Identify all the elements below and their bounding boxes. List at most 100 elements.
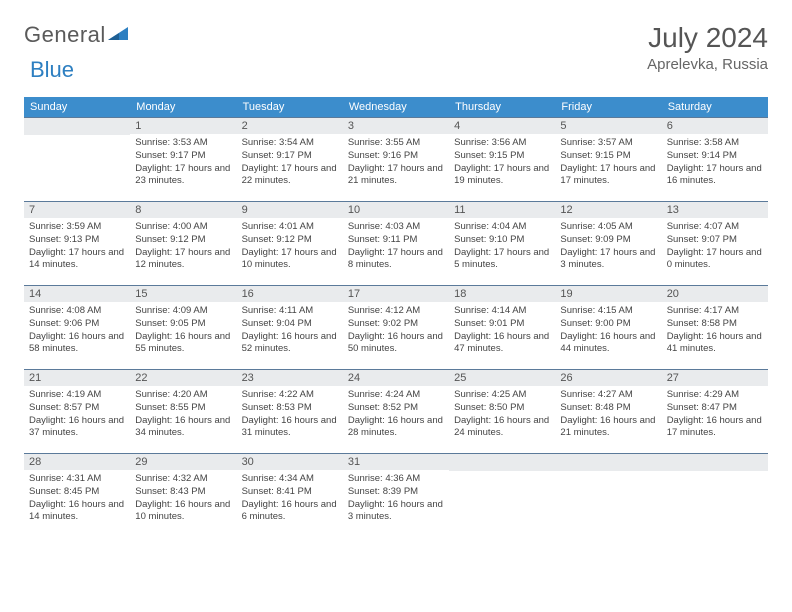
- sunset-line: Sunset: 9:15 PM: [454, 150, 550, 163]
- day-details: Sunrise: 4:32 AMSunset: 8:43 PMDaylight:…: [130, 470, 236, 527]
- day-number: 26: [555, 370, 661, 386]
- sunset-line: Sunset: 9:09 PM: [560, 234, 656, 247]
- sunset-line: Sunset: 9:01 PM: [454, 318, 550, 331]
- day-details: Sunrise: 4:36 AMSunset: 8:39 PMDaylight:…: [343, 470, 449, 527]
- logo: General: [24, 22, 129, 48]
- sunrise-line: Sunrise: 3:58 AM: [667, 137, 763, 150]
- sunrise-line: Sunrise: 4:15 AM: [560, 305, 656, 318]
- sunset-line: Sunset: 8:47 PM: [667, 402, 763, 415]
- calendar-day-cell: 7Sunrise: 3:59 AMSunset: 9:13 PMDaylight…: [24, 202, 130, 286]
- day-details: Sunrise: 4:07 AMSunset: 9:07 PMDaylight:…: [662, 218, 768, 275]
- day-number: 9: [237, 202, 343, 218]
- calendar-day-cell: 27Sunrise: 4:29 AMSunset: 8:47 PMDayligh…: [662, 370, 768, 454]
- sunrise-line: Sunrise: 4:14 AM: [454, 305, 550, 318]
- day-details: Sunrise: 3:59 AMSunset: 9:13 PMDaylight:…: [24, 218, 130, 275]
- day-number: 27: [662, 370, 768, 386]
- calendar-day-cell: 22Sunrise: 4:20 AMSunset: 8:55 PMDayligh…: [130, 370, 236, 454]
- sunset-line: Sunset: 9:17 PM: [242, 150, 338, 163]
- sunrise-line: Sunrise: 4:17 AM: [667, 305, 763, 318]
- day-details: Sunrise: 3:55 AMSunset: 9:16 PMDaylight:…: [343, 134, 449, 191]
- calendar-day-cell: 21Sunrise: 4:19 AMSunset: 8:57 PMDayligh…: [24, 370, 130, 454]
- day-number: 1: [130, 118, 236, 134]
- sunrise-line: Sunrise: 3:55 AM: [348, 137, 444, 150]
- calendar-week-row: 28Sunrise: 4:31 AMSunset: 8:45 PMDayligh…: [24, 454, 768, 538]
- calendar-day-cell: 29Sunrise: 4:32 AMSunset: 8:43 PMDayligh…: [130, 454, 236, 538]
- sunset-line: Sunset: 9:12 PM: [242, 234, 338, 247]
- calendar-day-cell: 15Sunrise: 4:09 AMSunset: 9:05 PMDayligh…: [130, 286, 236, 370]
- weekday-header: Saturday: [662, 97, 768, 118]
- day-number: 30: [237, 454, 343, 470]
- day-details: Sunrise: 4:24 AMSunset: 8:52 PMDaylight:…: [343, 386, 449, 443]
- day-number: 14: [24, 286, 130, 302]
- day-number: 6: [662, 118, 768, 134]
- day-number: 15: [130, 286, 236, 302]
- empty-day-header: [555, 454, 661, 471]
- sunset-line: Sunset: 9:14 PM: [667, 150, 763, 163]
- daylight-line: Daylight: 16 hours and 55 minutes.: [135, 331, 231, 357]
- weekday-header: Monday: [130, 97, 236, 118]
- calendar-day-cell: 26Sunrise: 4:27 AMSunset: 8:48 PMDayligh…: [555, 370, 661, 454]
- sunrise-line: Sunrise: 4:09 AM: [135, 305, 231, 318]
- day-details: Sunrise: 3:56 AMSunset: 9:15 PMDaylight:…: [449, 134, 555, 191]
- sunrise-line: Sunrise: 4:36 AM: [348, 473, 444, 486]
- calendar-day-cell: 8Sunrise: 4:00 AMSunset: 9:12 PMDaylight…: [130, 202, 236, 286]
- day-details: Sunrise: 4:17 AMSunset: 8:58 PMDaylight:…: [662, 302, 768, 359]
- day-number: 16: [237, 286, 343, 302]
- day-details: Sunrise: 4:22 AMSunset: 8:53 PMDaylight:…: [237, 386, 343, 443]
- calendar-day-cell: 3Sunrise: 3:55 AMSunset: 9:16 PMDaylight…: [343, 118, 449, 202]
- sunset-line: Sunset: 9:13 PM: [29, 234, 125, 247]
- daylight-line: Daylight: 16 hours and 6 minutes.: [242, 499, 338, 525]
- calendar-day-cell: [662, 454, 768, 538]
- day-number: 23: [237, 370, 343, 386]
- sunrise-line: Sunrise: 3:53 AM: [135, 137, 231, 150]
- sunset-line: Sunset: 8:58 PM: [667, 318, 763, 331]
- logo-word2: Blue: [30, 57, 74, 82]
- daylight-line: Daylight: 17 hours and 10 minutes.: [242, 247, 338, 273]
- sunset-line: Sunset: 8:52 PM: [348, 402, 444, 415]
- daylight-line: Daylight: 16 hours and 52 minutes.: [242, 331, 338, 357]
- calendar-week-row: 7Sunrise: 3:59 AMSunset: 9:13 PMDaylight…: [24, 202, 768, 286]
- daylight-line: Daylight: 16 hours and 41 minutes.: [667, 331, 763, 357]
- daylight-line: Daylight: 17 hours and 5 minutes.: [454, 247, 550, 273]
- sunset-line: Sunset: 8:50 PM: [454, 402, 550, 415]
- sunset-line: Sunset: 9:07 PM: [667, 234, 763, 247]
- calendar-day-cell: 5Sunrise: 3:57 AMSunset: 9:15 PMDaylight…: [555, 118, 661, 202]
- day-number: 19: [555, 286, 661, 302]
- sunrise-line: Sunrise: 4:08 AM: [29, 305, 125, 318]
- daylight-line: Daylight: 17 hours and 3 minutes.: [560, 247, 656, 273]
- calendar-day-cell: 1Sunrise: 3:53 AMSunset: 9:17 PMDaylight…: [130, 118, 236, 202]
- sunrise-line: Sunrise: 4:12 AM: [348, 305, 444, 318]
- day-details: Sunrise: 4:15 AMSunset: 9:00 PMDaylight:…: [555, 302, 661, 359]
- day-details: Sunrise: 4:25 AMSunset: 8:50 PMDaylight:…: [449, 386, 555, 443]
- daylight-line: Daylight: 17 hours and 0 minutes.: [667, 247, 763, 273]
- sunset-line: Sunset: 9:00 PM: [560, 318, 656, 331]
- sunset-line: Sunset: 9:16 PM: [348, 150, 444, 163]
- day-details: Sunrise: 4:19 AMSunset: 8:57 PMDaylight:…: [24, 386, 130, 443]
- weekday-header: Tuesday: [237, 97, 343, 118]
- day-number: 7: [24, 202, 130, 218]
- sunset-line: Sunset: 9:15 PM: [560, 150, 656, 163]
- sunset-line: Sunset: 9:04 PM: [242, 318, 338, 331]
- day-details: Sunrise: 4:27 AMSunset: 8:48 PMDaylight:…: [555, 386, 661, 443]
- empty-day-header: [449, 454, 555, 471]
- sunset-line: Sunset: 9:17 PM: [135, 150, 231, 163]
- day-details: Sunrise: 4:03 AMSunset: 9:11 PMDaylight:…: [343, 218, 449, 275]
- daylight-line: Daylight: 17 hours and 22 minutes.: [242, 163, 338, 189]
- sunset-line: Sunset: 8:57 PM: [29, 402, 125, 415]
- sunset-line: Sunset: 9:12 PM: [135, 234, 231, 247]
- weekday-header: Sunday: [24, 97, 130, 118]
- day-details: Sunrise: 4:12 AMSunset: 9:02 PMDaylight:…: [343, 302, 449, 359]
- day-details: Sunrise: 4:04 AMSunset: 9:10 PMDaylight:…: [449, 218, 555, 275]
- sunset-line: Sunset: 8:48 PM: [560, 402, 656, 415]
- daylight-line: Daylight: 17 hours and 19 minutes.: [454, 163, 550, 189]
- sunset-line: Sunset: 9:10 PM: [454, 234, 550, 247]
- day-number: 25: [449, 370, 555, 386]
- calendar-day-cell: 4Sunrise: 3:56 AMSunset: 9:15 PMDaylight…: [449, 118, 555, 202]
- calendar-week-row: 14Sunrise: 4:08 AMSunset: 9:06 PMDayligh…: [24, 286, 768, 370]
- day-number: 17: [343, 286, 449, 302]
- calendar-day-cell: 10Sunrise: 4:03 AMSunset: 9:11 PMDayligh…: [343, 202, 449, 286]
- sunset-line: Sunset: 8:55 PM: [135, 402, 231, 415]
- day-details: Sunrise: 4:09 AMSunset: 9:05 PMDaylight:…: [130, 302, 236, 359]
- sunrise-line: Sunrise: 4:05 AM: [560, 221, 656, 234]
- sunrise-line: Sunrise: 4:03 AM: [348, 221, 444, 234]
